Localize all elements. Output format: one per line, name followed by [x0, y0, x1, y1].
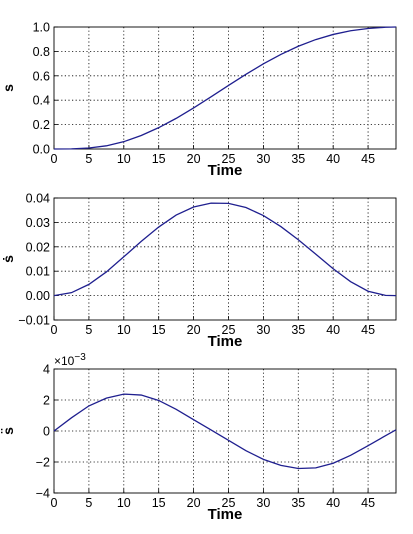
y-tick-label: 0.6	[33, 69, 50, 83]
plot-frame	[53, 26, 397, 150]
y-tick-label: 0.02	[26, 240, 50, 254]
x-tick-label: 15	[152, 323, 166, 337]
x-tick-label: 10	[117, 496, 131, 510]
x-tick-label: 20	[187, 323, 201, 337]
y-tick-label: 0.8	[33, 45, 50, 59]
x-tick-label: 35	[291, 323, 305, 337]
x-tick-label: 0	[51, 323, 58, 337]
x-tick-label: 25	[222, 496, 236, 510]
x-tick-label: 40	[326, 152, 340, 166]
chart-panel-1: 0 5 10 15 20 25 30 35 40 45 0.0 0.2 0.4 0.6 0.8 1.0 Time…	[0, 21, 397, 179]
x-tick-label: 15	[152, 496, 166, 510]
plot-frame	[53, 197, 397, 321]
y-tick-label: 0	[43, 425, 50, 439]
y-tick-label: 0.0	[33, 143, 50, 157]
x-tick-label: 35	[291, 152, 305, 166]
x-axis-label: Time	[208, 162, 243, 179]
y-tick-label: −0.01	[18, 314, 50, 328]
x-tick-label: 30	[256, 323, 270, 337]
y-tick-label: 0.4	[33, 94, 50, 108]
y-tick-label: 2	[43, 394, 50, 408]
x-tick-label: 45	[361, 323, 375, 337]
y-tick-label: 0.2	[33, 118, 50, 132]
chart-panel-2: 0 5 10 15 20 25 30 35 40 45 −0.01 0.00 0.01 0.02 0.03 0…	[0, 192, 397, 350]
y-axis-label: s	[0, 84, 16, 92]
y-tick-label: 0.03	[26, 216, 50, 230]
x-axis-label: Time	[208, 506, 243, 523]
x-tick-label: 15	[152, 152, 166, 166]
x-tick-label: 40	[326, 496, 340, 510]
series-line-1	[53, 26, 397, 150]
x-tick-label: 25	[222, 323, 236, 337]
x-tick-label: 45	[361, 152, 375, 166]
series-line-1	[53, 393, 397, 470]
x-axis-label: Time	[208, 333, 243, 350]
y-tick-label: −2	[36, 456, 50, 470]
x-tick-label: 30	[256, 496, 270, 510]
x-tick-label: 35	[291, 496, 305, 510]
y-tick-label: 0.04	[26, 192, 50, 206]
x-tick-label: 5	[85, 323, 92, 337]
x-tick-label: 0	[51, 496, 58, 510]
y-axis-label: ṡ	[0, 255, 16, 263]
x-tick-label: 25	[222, 152, 236, 166]
x-tick-label: 5	[85, 152, 92, 166]
y-tick-label: 0.01	[26, 265, 50, 279]
y-tick-label: −4	[36, 487, 50, 501]
y-tick-label: 1.0	[33, 21, 50, 35]
x-tick-label: 20	[187, 496, 201, 510]
x-tick-label: 0	[51, 152, 58, 166]
y-tick-label: 4	[43, 363, 50, 377]
y-axis-label: s̈	[0, 427, 16, 435]
x-tick-label: 45	[361, 496, 375, 510]
chart-panel-3: 0 5 10 15 20 25 30 35 40 45 −4 −2 0 2 4 Time s̈ ×10−3	[0, 352, 397, 523]
y-tick-label: 0.00	[26, 289, 50, 303]
x-tick-label: 40	[326, 323, 340, 337]
y-axis-exponent: ×10−3	[54, 352, 86, 368]
x-tick-label: 10	[117, 323, 131, 337]
x-tick-label: 30	[256, 152, 270, 166]
x-tick-label: 20	[187, 152, 201, 166]
x-tick-label: 5	[85, 496, 92, 510]
x-tick-label: 10	[117, 152, 131, 166]
series-line-1	[53, 202, 397, 297]
